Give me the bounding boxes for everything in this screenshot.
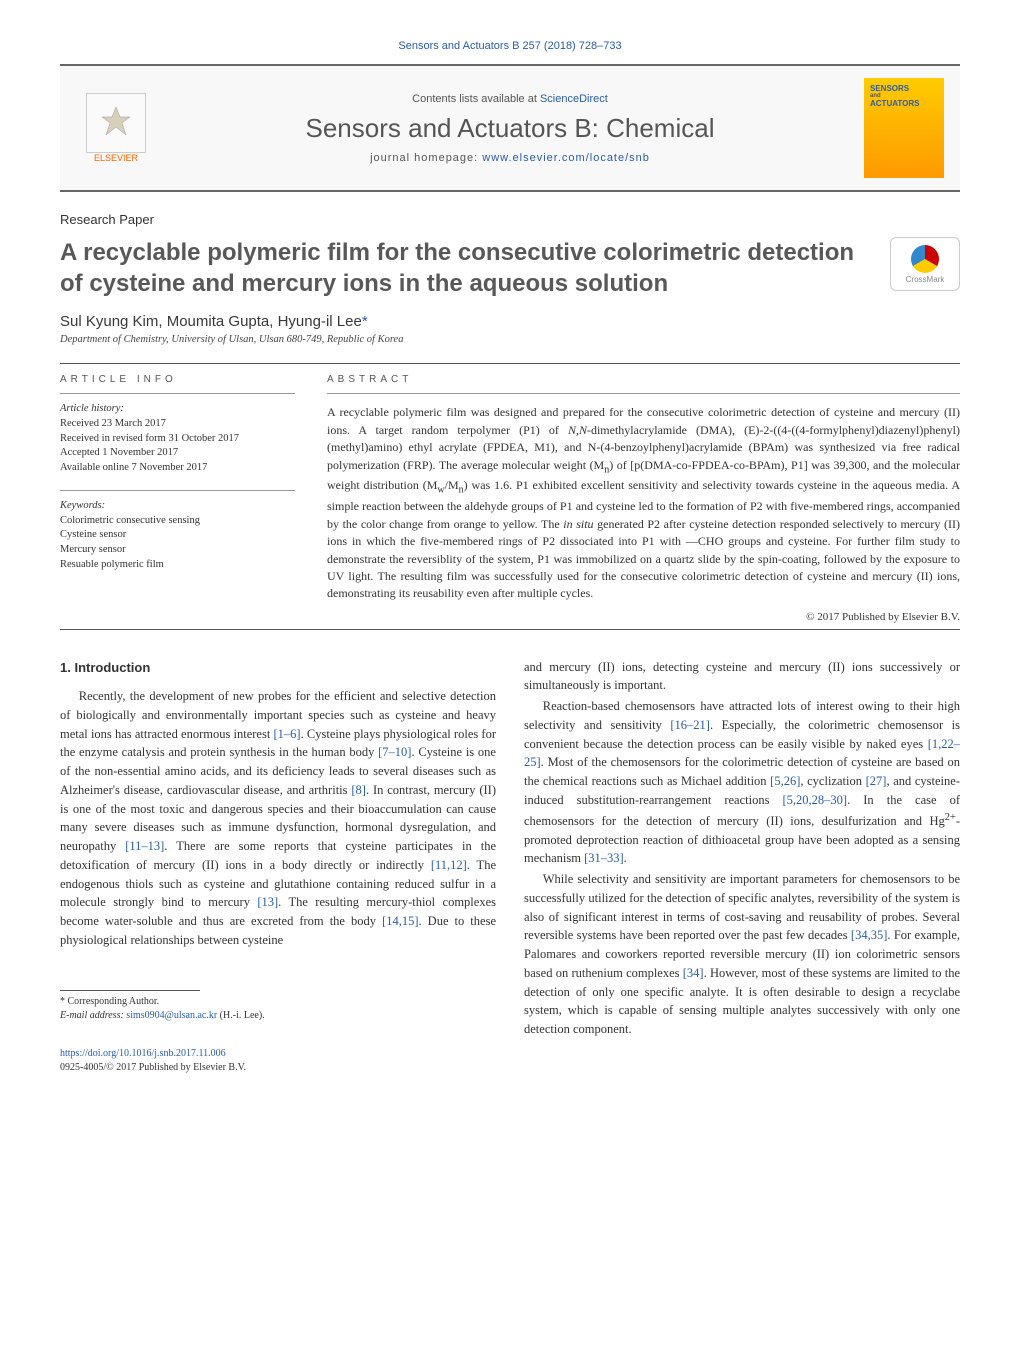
doi-block: https://doi.org/10.1016/j.snb.2017.11.00…: [60, 1047, 496, 1075]
email-link[interactable]: sims0904@ulsan.ac.kr: [126, 1010, 217, 1021]
paper-type: Research Paper: [60, 212, 960, 227]
journal-cover-thumbnail: SENSORS and ACTUATORS: [864, 78, 944, 178]
homepage-link[interactable]: www.elsevier.com/locate/snb: [482, 152, 650, 164]
section-heading: 1. Introduction: [60, 658, 496, 678]
keywords-block: Keywords: Colorimetric consecutive sensi…: [60, 499, 295, 572]
article-history: Article history: Received 23 March 2017 …: [60, 402, 295, 475]
abstract-copyright: © 2017 Published by Elsevier B.V.: [327, 611, 960, 623]
body-paragraph: and mercury (II) ions, detecting cystein…: [524, 658, 960, 696]
affiliation: Department of Chemistry, University of U…: [60, 334, 960, 345]
abs-sub: w: [437, 485, 444, 496]
cover-line2: ACTUATORS: [870, 99, 919, 108]
title-row: A recyclable polymeric film for the cons…: [60, 237, 960, 299]
citation-link[interactable]: [11–13]: [125, 839, 164, 853]
keyword: Colorimetric consecutive sensing: [60, 514, 295, 529]
footnote-rule: [60, 990, 200, 991]
body-column-right: and mercury (II) ions, detecting cystein…: [524, 658, 960, 1075]
received-date: Received 23 March 2017: [60, 417, 295, 432]
info-rule: [60, 393, 295, 394]
citation-link[interactable]: [14,15]: [382, 914, 418, 928]
journal-name: Sensors and Actuators B: Chemical: [172, 113, 848, 144]
abstract-label: abstract: [327, 374, 960, 385]
citation-link[interactable]: [34]: [683, 966, 704, 980]
elsevier-logo: ELSEVIER: [76, 83, 156, 173]
body-paragraph: Recently, the development of new probes …: [60, 687, 496, 950]
keywords-rule: [60, 490, 295, 491]
sciencedirect-link[interactable]: ScienceDirect: [540, 93, 608, 105]
body-columns: 1. Introduction Recently, the developmen…: [60, 658, 960, 1075]
citation-link[interactable]: [5,20,28–30]: [783, 793, 848, 807]
abs-italic: N,N: [568, 423, 587, 437]
citation-link[interactable]: [16–21]: [670, 718, 710, 732]
contents-line: Contents lists available at ScienceDirec…: [172, 93, 848, 105]
keywords-heading: Keywords:: [60, 499, 295, 514]
corresponding-author-marker[interactable]: *: [362, 313, 368, 330]
keyword: Cysteine sensor: [60, 528, 295, 543]
article-info-label: article info: [60, 374, 295, 385]
body-text: , cyclization: [800, 774, 865, 788]
crossmark-label: CrossMark: [906, 275, 945, 284]
issn-copyright: 0925-4005/© 2017 Published by Elsevier B…: [60, 1061, 496, 1075]
abs-italic: in situ: [563, 517, 593, 531]
authors-text: Sul Kyung Kim, Moumita Gupta, Hyung-il L…: [60, 313, 362, 330]
header-citation: Sensors and Actuators B 257 (2018) 728–7…: [60, 40, 960, 52]
keyword: Resuable polymeric film: [60, 558, 295, 573]
corresponding-author-footnote: * Corresponding Author. E-mail address: …: [60, 995, 496, 1023]
citation-link[interactable]: [13]: [257, 895, 278, 909]
banner-center: Contents lists available at ScienceDirec…: [172, 93, 848, 164]
citation-link[interactable]: [1–6]: [274, 727, 301, 741]
corr-author-label: * Corresponding Author.: [60, 995, 496, 1009]
homepage-prefix: journal homepage:: [370, 152, 482, 164]
journal-banner: ELSEVIER Contents lists available at Sci…: [60, 64, 960, 192]
cover-line1: SENSORS: [870, 84, 909, 93]
authors: Sul Kyung Kim, Moumita Gupta, Hyung-il L…: [60, 313, 960, 330]
rule-bottom: [60, 629, 960, 630]
email-suffix: (H.-i. Lee).: [217, 1010, 264, 1021]
info-abstract-row: article info Article history: Received 2…: [60, 374, 960, 622]
body-paragraph: While selectivity and sensitivity are im…: [524, 870, 960, 1039]
superscript: 2+: [945, 812, 956, 823]
revised-date: Received in revised form 31 October 2017: [60, 432, 295, 447]
body-column-left: 1. Introduction Recently, the developmen…: [60, 658, 496, 1075]
crossmark-badge[interactable]: CrossMark: [890, 237, 960, 291]
abstract-text: A recyclable polymeric film was designed…: [327, 404, 960, 602]
email-line: E-mail address: sims0904@ulsan.ac.kr (H.…: [60, 1009, 496, 1023]
abs-span: /M: [445, 478, 459, 492]
body-text: .: [624, 851, 627, 865]
keyword: Mercury sensor: [60, 543, 295, 558]
citation-link[interactable]: [8]: [351, 783, 366, 797]
citation-link[interactable]: [5,26]: [770, 774, 800, 788]
crossmark-icon: [911, 245, 939, 273]
article-info-column: article info Article history: Received 2…: [60, 374, 295, 622]
body-paragraph: Reaction-based chemosensors have attract…: [524, 697, 960, 868]
homepage-line: journal homepage: www.elsevier.com/locat…: [172, 152, 848, 164]
elsevier-label: ELSEVIER: [94, 153, 138, 163]
abstract-rule: [327, 393, 960, 394]
elsevier-tree-icon: [86, 93, 146, 153]
contents-prefix: Contents lists available at: [412, 93, 540, 105]
online-date: Available online 7 November 2017: [60, 461, 295, 476]
history-heading: Article history:: [60, 402, 295, 417]
citation-link[interactable]: [34,35]: [851, 928, 887, 942]
citation-link[interactable]: [27]: [866, 774, 887, 788]
citation-link[interactable]: [31–33]: [584, 851, 624, 865]
citation-link[interactable]: [11,12]: [431, 858, 467, 872]
doi-link[interactable]: https://doi.org/10.1016/j.snb.2017.11.00…: [60, 1048, 226, 1059]
paper-title: A recyclable polymeric film for the cons…: [60, 237, 880, 299]
accepted-date: Accepted 1 November 2017: [60, 446, 295, 461]
email-label: E-mail address:: [60, 1010, 126, 1021]
rule-top: [60, 363, 960, 364]
abstract-column: abstract A recyclable polymeric film was…: [327, 374, 960, 622]
citation-link[interactable]: [7–10]: [378, 745, 411, 759]
